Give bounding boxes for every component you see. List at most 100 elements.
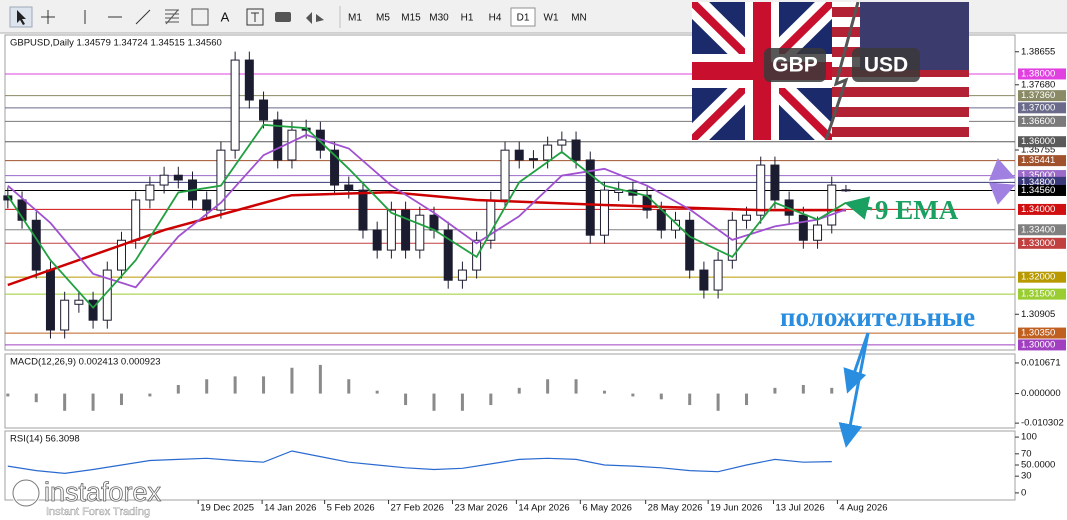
histogram-bar (176, 384, 180, 394)
candle-body (827, 184, 837, 226)
level-label-bg (1018, 102, 1066, 114)
candle-body (358, 189, 368, 231)
y-tick-label: 100 (1021, 432, 1037, 443)
candle-body (230, 59, 240, 151)
histogram-bar (148, 393, 152, 397)
candle-body (670, 219, 680, 231)
timeframe-button[interactable]: H4 (489, 13, 502, 24)
level-label: 1.36000 (1021, 136, 1055, 147)
candle-body (798, 214, 808, 241)
text-tool[interactable]: A (221, 9, 230, 24)
level-label: 1.34800 (1021, 177, 1055, 188)
histogram-bar (489, 393, 493, 406)
moving-average (7, 123, 847, 310)
x-tick-label: 14 Jan 2026 (264, 503, 316, 514)
grid-icon[interactable] (191, 8, 209, 26)
trendline-icon[interactable] (135, 9, 151, 25)
banner-right: USD (864, 54, 908, 77)
level-label-bg (1018, 136, 1066, 148)
timeframe-button[interactable]: MN (571, 13, 587, 24)
candle-body (202, 199, 212, 211)
crosshair-icon[interactable] (41, 10, 55, 24)
timeframe-button[interactable]: M5 (376, 13, 390, 24)
candle-body (45, 269, 55, 331)
y-tick-label: 1.35755 (1021, 145, 1055, 156)
level-label-bg (1018, 339, 1066, 351)
gbp-badge (764, 48, 826, 82)
timeframes: M1 M5 M15 M30 H1 H4 D1 W1 MN (348, 7, 587, 27)
candle-body (571, 139, 581, 161)
level-label: 1.35441 (1021, 155, 1055, 166)
candle-body (244, 59, 254, 101)
candle-body (330, 149, 340, 186)
level-label-bg (1018, 170, 1066, 182)
level-label-bg (1018, 271, 1066, 283)
timeframe-button[interactable]: M30 (429, 13, 449, 24)
cursor-icon (17, 10, 26, 25)
candle-body (31, 219, 41, 271)
histogram-bar (404, 393, 408, 406)
watermark-brand: instaforex (44, 477, 162, 507)
plot: 1.38655 1.37680 1.35755 1.30905 19 Dec 2025 1… (3, 38, 1066, 514)
histogram-bar (432, 393, 436, 411)
panel-title: RSI(14) 56.3098 (10, 434, 80, 445)
timeframe-button[interactable]: H1 (461, 13, 474, 24)
histogram-bar (688, 393, 692, 406)
timeframe-button[interactable]: W1 (544, 13, 559, 24)
candle-body (173, 174, 183, 181)
moving-average (7, 190, 846, 287)
x-tick-label: 4 Aug 2026 (839, 503, 887, 514)
watermark: instaforex Instant Forex Trading (11, 477, 162, 518)
y-tick-label: 0 (1021, 487, 1026, 498)
timeframe-button[interactable]: D1 (517, 13, 530, 24)
candle-body (457, 269, 467, 281)
x-tick-label: 6 May 2026 (582, 503, 632, 514)
candle-body (813, 224, 823, 241)
histogram-bar (205, 379, 209, 394)
panel-title: GBPUSD,Daily 1.34579 1.34724 1.34515 1.3… (10, 38, 222, 49)
level-label-bg (1018, 155, 1066, 167)
histogram-bar (34, 393, 38, 403)
histogram-bar (347, 379, 351, 394)
level-label-bg (1018, 203, 1066, 215)
arrows-tool[interactable] (306, 12, 324, 24)
histogram-bar (119, 393, 123, 406)
candle-body (159, 174, 169, 186)
candle-body (344, 184, 354, 191)
histogram-bar (460, 393, 464, 411)
shape-tool[interactable] (275, 12, 291, 22)
watermark-logo-outline (12, 479, 40, 507)
candle-body (273, 119, 283, 161)
fibo-icon[interactable] (165, 9, 179, 25)
timeframe-button[interactable]: M1 (348, 13, 362, 24)
histogram-bar (745, 393, 749, 406)
candle-body (131, 199, 141, 241)
candle-body (756, 164, 766, 216)
histogram-bar (6, 393, 10, 397)
level-label-bg (1018, 68, 1066, 80)
x-tick-label: 28 May 2026 (648, 503, 703, 514)
histogram-bar (318, 364, 322, 394)
timeframe-button[interactable]: M15 (401, 13, 421, 24)
candle-body (88, 299, 98, 321)
label-tool[interactable] (246, 8, 264, 26)
histogram-bar (659, 393, 663, 400)
candle-body (614, 189, 624, 193)
x-tick-label: 27 Feb 2026 (391, 503, 444, 514)
y-tick-label: 30 (1021, 471, 1032, 482)
histogram-bar (631, 393, 635, 397)
y-tick-label: 0.010671 (1021, 357, 1061, 368)
x-tick-label: 5 Feb 2026 (327, 503, 375, 514)
timeframe-selected (510, 7, 536, 27)
histogram-bar (517, 387, 521, 394)
y-tick-label: 50.0000 (1021, 460, 1055, 471)
candle-body (287, 129, 297, 161)
candle-body (116, 239, 126, 271)
watermark-tagline: Instant Forex Trading (46, 506, 150, 518)
ema-arrow (844, 196, 873, 220)
panel-title: MACD(12,26,9) 0.002413 0.000923 (10, 357, 161, 368)
histogram-bar (262, 376, 266, 394)
y-tick-label: 1.30905 (1021, 309, 1055, 320)
